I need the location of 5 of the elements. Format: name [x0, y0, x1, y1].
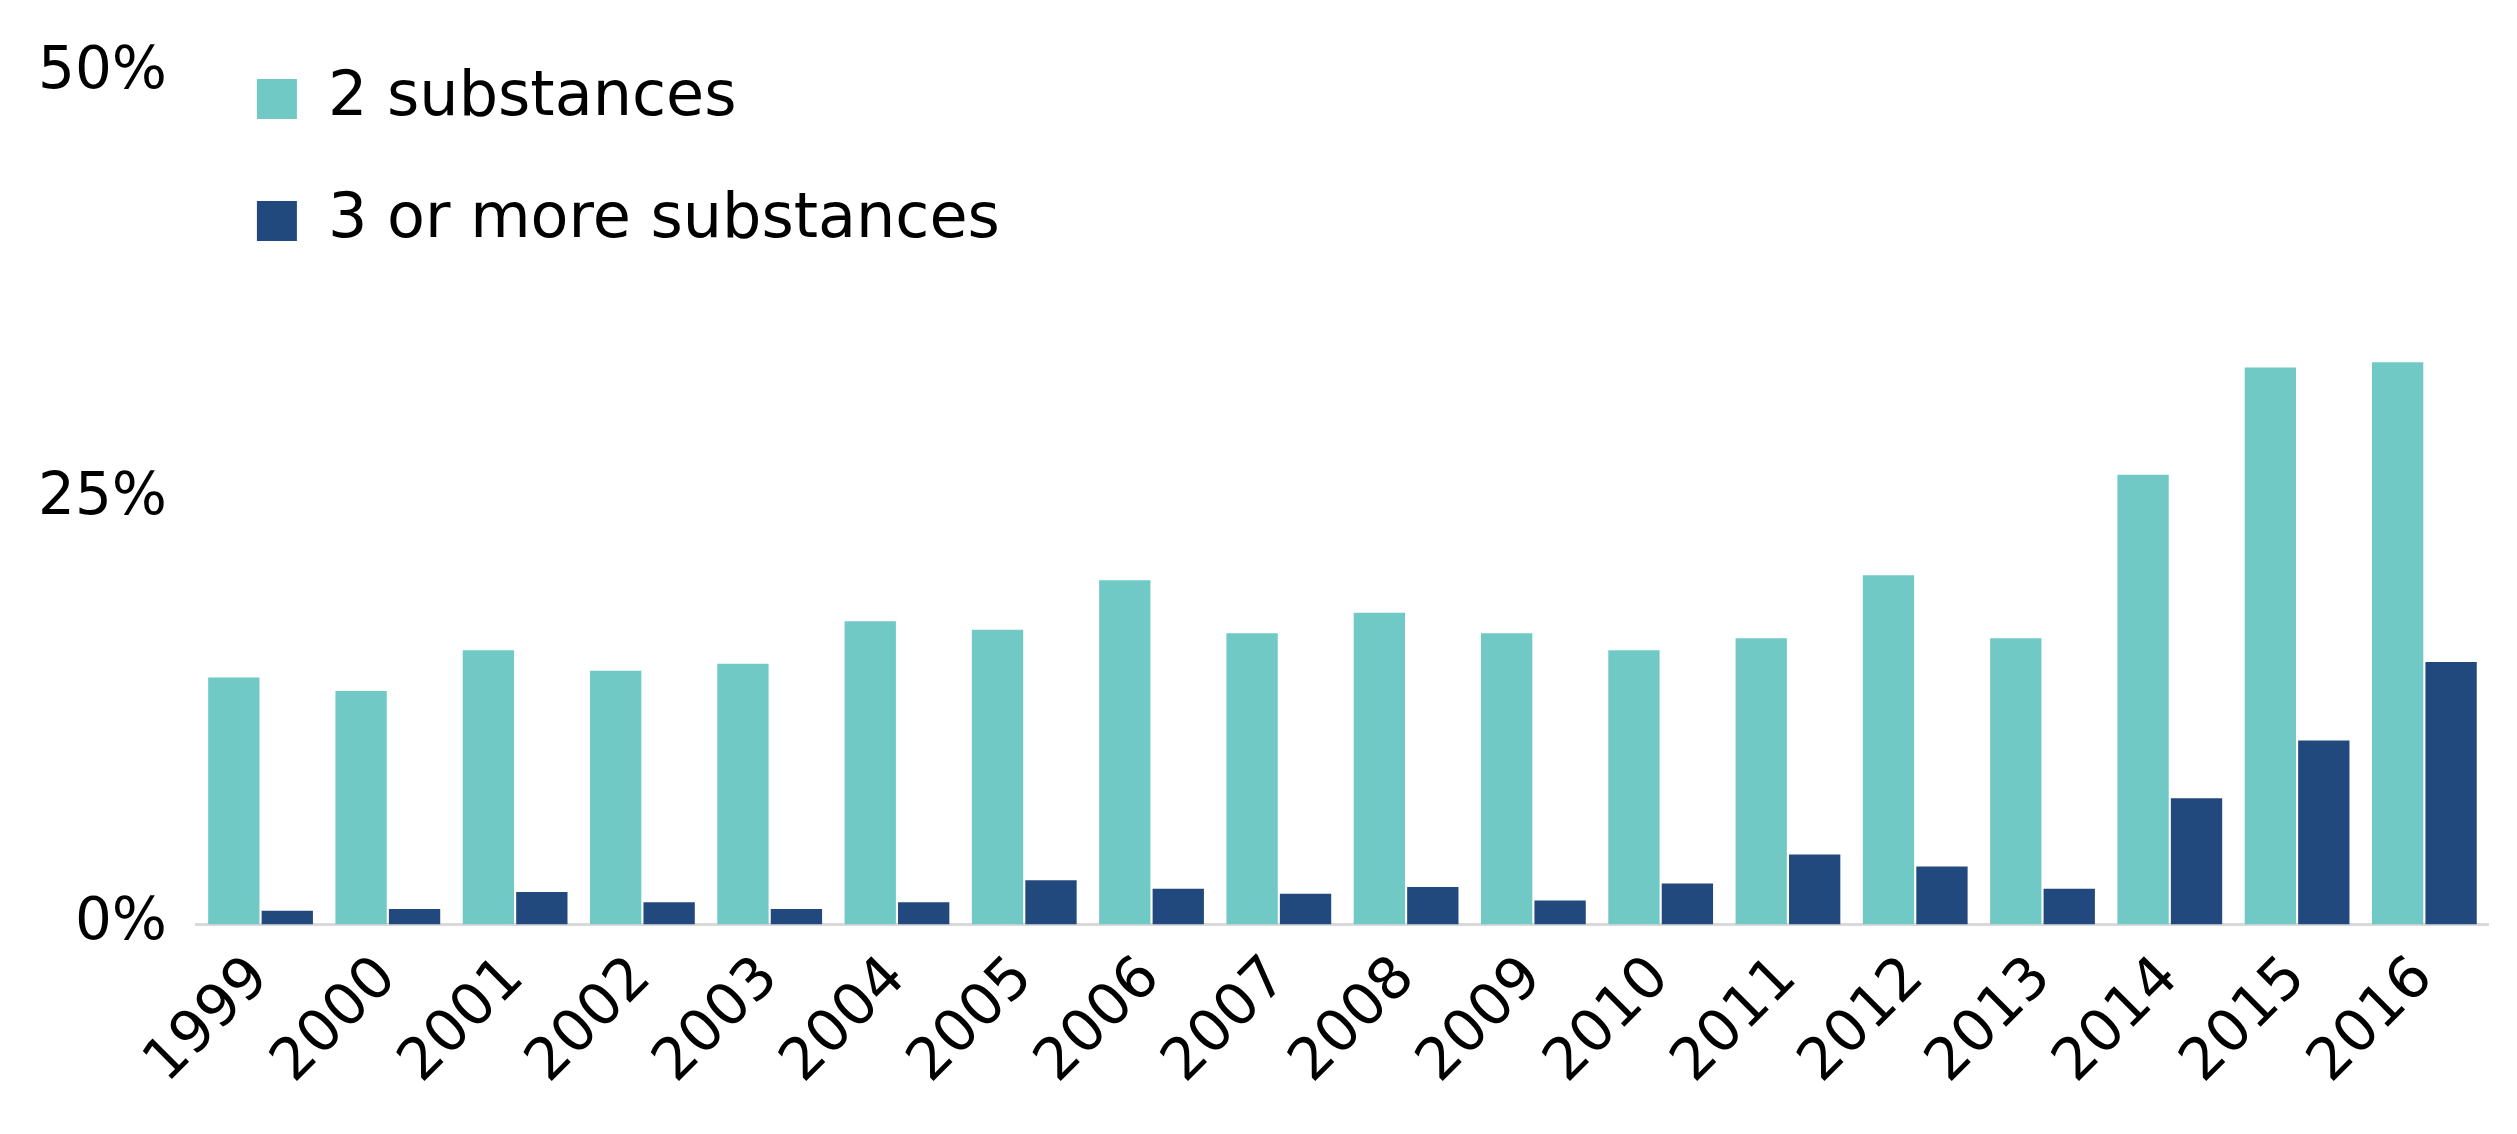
legend-label: 2 substances — [327, 57, 737, 131]
y-tick-label: 50% — [37, 33, 167, 102]
y-tick-label: 25% — [37, 459, 167, 528]
legend-label: 3 or more substances — [327, 179, 1000, 253]
y-tick-label: 0% — [74, 885, 167, 954]
